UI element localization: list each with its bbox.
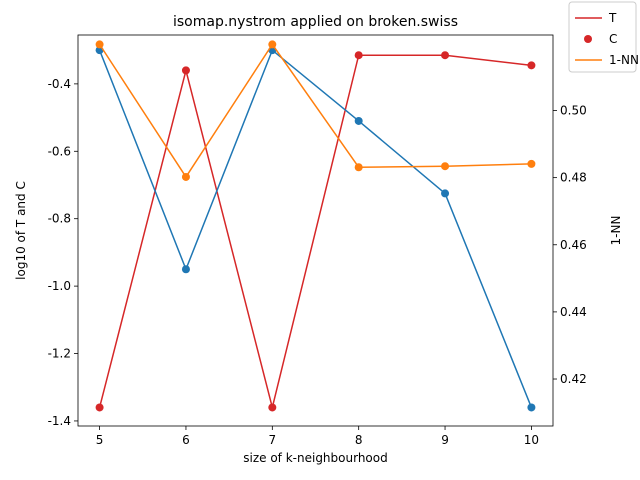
x-axis: 5 6 7 8 9 10 [96, 426, 539, 447]
y-axis-label-left: log10 of T and C [14, 181, 28, 280]
series-0-point [95, 403, 104, 412]
y-left-tick-label: -0.6 [48, 144, 71, 158]
y-right-tick-label: 0.46 [560, 238, 587, 252]
chart-title: isomap.nystrom applied on broken.swiss [173, 14, 458, 30]
series-0-point [527, 61, 536, 70]
y-right-tick-label: 0.48 [560, 171, 587, 185]
y-right-tick-label: 0.44 [560, 305, 587, 319]
x-tick-label: 8 [355, 433, 363, 447]
series-0-point [181, 66, 190, 75]
series-1-point [527, 403, 536, 412]
legend-marker-swatch [584, 35, 592, 43]
x-tick-label: 5 [96, 433, 104, 447]
series-0-point [441, 51, 450, 60]
series-2-point [441, 162, 450, 171]
y-left-tick-label: -0.4 [48, 77, 71, 91]
y-left-tick-label: -1.0 [48, 279, 71, 293]
y-axis-left: -1.4 -1.2 -1.0 -0.8 -0.6 -0.4 [48, 77, 78, 428]
series-2-point [181, 172, 190, 181]
series-2-point [95, 40, 104, 49]
series-line-2 [98, 43, 532, 179]
legend-box [568, 1, 637, 73]
series-1-point [354, 116, 363, 125]
x-tick-label: 10 [524, 433, 539, 447]
y-axis-label-right: 1-NN [609, 216, 623, 246]
series-2-point [527, 159, 536, 168]
series-1-point [181, 265, 190, 274]
series-1-point [441, 189, 450, 198]
legend: TC 1-NN [568, 1, 639, 73]
legend-label: C [609, 32, 617, 46]
plot-area [95, 40, 536, 412]
y-left-tick-label: -1.4 [48, 414, 71, 428]
plot-frame [77, 34, 554, 427]
legend-label: T [608, 11, 617, 25]
series-0-point [268, 403, 277, 412]
series-line-1 [98, 48, 533, 408]
y-left-tick-label: -1.2 [48, 347, 71, 361]
x-tick-label: 9 [441, 433, 449, 447]
legend-label: 1-NN [609, 53, 639, 67]
series-2-point [268, 40, 277, 49]
y-axis-right: 0.42 0.44 0.46 0.48 0.50 [553, 104, 587, 386]
y-right-tick-label: 0.50 [560, 104, 587, 118]
x-tick-label: 7 [268, 433, 276, 447]
series-line-0 [98, 54, 532, 408]
y-left-tick-label: -0.8 [48, 212, 71, 226]
series-0-point [354, 51, 363, 60]
series-2-point [354, 163, 363, 172]
x-axis-label: size of k-neighbourhood [243, 451, 387, 465]
x-tick-label: 6 [182, 433, 190, 447]
y-right-tick-label: 0.42 [560, 372, 587, 386]
